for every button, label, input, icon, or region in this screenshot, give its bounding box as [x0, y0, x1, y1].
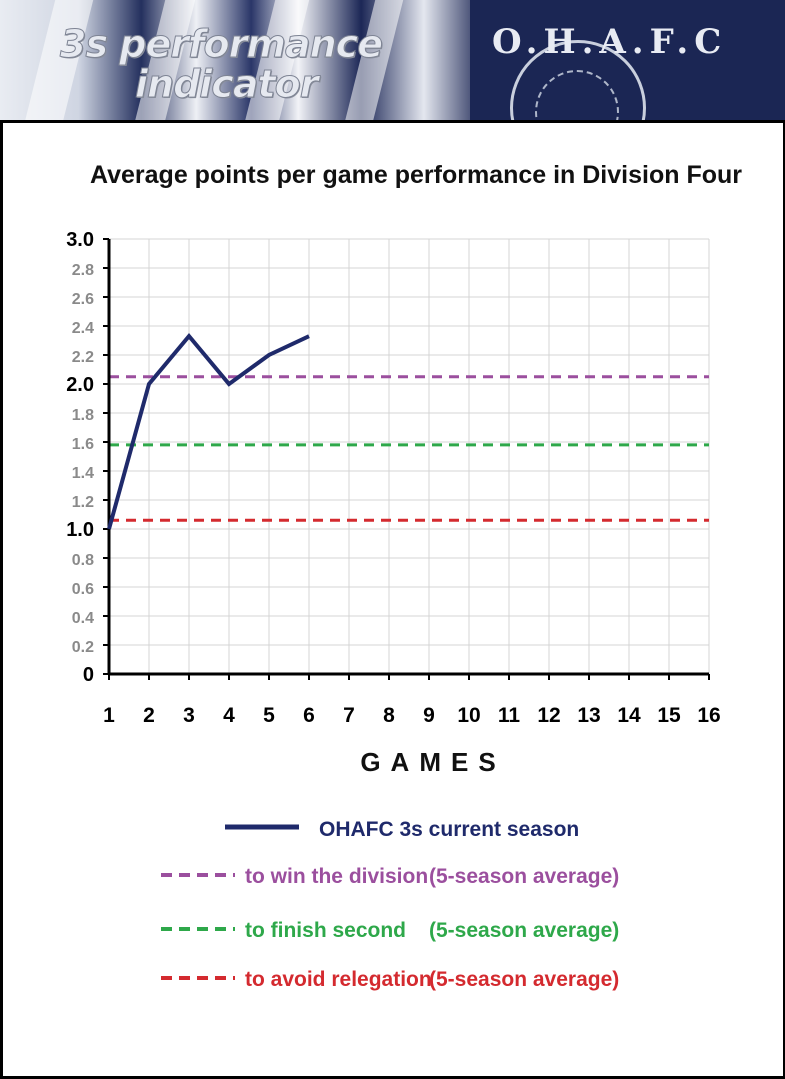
y-tick-label-3: 0.6 — [72, 581, 94, 598]
grid-lines — [109, 239, 709, 674]
chart-frame: Average points per game performance in D… — [0, 120, 785, 1079]
x-tick-label-1: 2 — [143, 704, 155, 727]
y-tick-label-12: 2.4 — [72, 320, 94, 337]
y-tick-label-15: 3.0 — [66, 229, 94, 251]
chart-title: Average points per game performance in D… — [90, 161, 742, 189]
legend-label-ref-0: to win the division — [245, 865, 428, 888]
legend-note-ref-2: (5-season average) — [429, 968, 619, 991]
x-tick-label-5: 6 — [303, 704, 315, 727]
header-banner: O.H.A.F.C 3s performance indicator — [0, 0, 785, 122]
legend-note-ref-0: (5-season average) — [429, 865, 619, 888]
x-tick-label-6: 7 — [343, 704, 355, 727]
legend-label-ref-1: to finish second — [245, 919, 406, 942]
y-tick-label-11: 2.2 — [72, 349, 94, 366]
axes — [103, 239, 709, 680]
x-tick-label-2: 3 — [183, 704, 195, 727]
y-tick-label-8: 1.6 — [72, 436, 94, 453]
banner-title-line1: 3s performance — [60, 22, 382, 66]
y-tick-label-10: 2.0 — [66, 374, 94, 396]
y-tick-labels: 0 0.2 0.4 0.6 0.8 1.0 1.2 1.4 1.6 1.8 2.0 2.2 2.4 2.6… — [66, 229, 94, 686]
x-tick-label-8: 9 — [423, 704, 435, 727]
x-axis-label: GAMES — [360, 747, 505, 777]
legend-label-series-0: OHAFC 3s current season — [319, 818, 579, 841]
y-tick-label-13: 2.6 — [72, 291, 94, 308]
legend: OHAFC 3s current season to win the divisi… — [161, 818, 619, 991]
x-tick-label-14: 15 — [657, 704, 681, 727]
crest-text: O.H.A.F.C — [492, 22, 727, 62]
y-tick-label-7: 1.4 — [72, 465, 94, 482]
x-tick-label-15: 16 — [697, 704, 720, 727]
y-tick-label-4: 0.8 — [72, 552, 94, 569]
y-tick-label-14: 2.8 — [72, 262, 94, 279]
x-tick-label-9: 10 — [457, 704, 480, 727]
x-tick-label-7: 8 — [383, 704, 395, 727]
x-tick-label-12: 13 — [577, 704, 600, 727]
x-tick-label-0: 1 — [103, 704, 115, 727]
reference-lines — [109, 377, 709, 521]
x-tick-label-11: 12 — [537, 704, 560, 727]
x-tick-label-10: 11 — [498, 704, 521, 727]
banner-title-line2: indicator — [135, 62, 317, 106]
y-tick-label-0: 0 — [83, 664, 94, 686]
y-tick-label-1: 0.2 — [72, 639, 94, 656]
y-tick-label-5: 1.0 — [66, 519, 94, 541]
chart-svg: Average points per game performance in D… — [3, 123, 783, 1076]
y-tick-label-2: 0.4 — [72, 610, 94, 627]
y-tick-label-9: 1.8 — [72, 407, 94, 424]
legend-label-ref-2: to avoid relegation — [245, 968, 432, 991]
x-tick-label-4: 5 — [263, 704, 275, 727]
x-tick-label-3: 4 — [223, 704, 235, 727]
legend-note-ref-1: (5-season average) — [429, 919, 619, 942]
x-tick-label-13: 14 — [617, 704, 641, 727]
y-tick-label-6: 1.2 — [72, 494, 94, 511]
